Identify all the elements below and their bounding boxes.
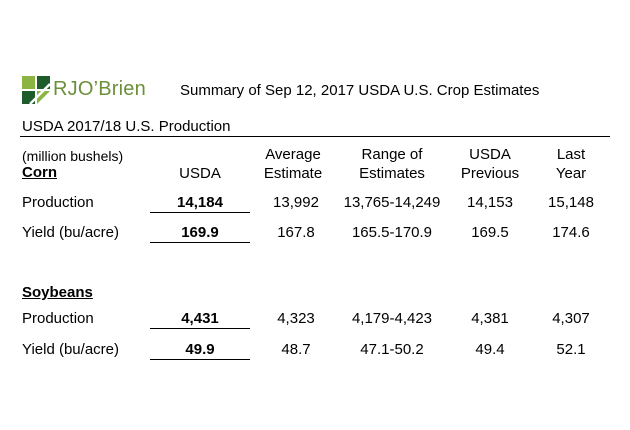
cell-previous: 4,381 [471, 310, 509, 327]
cell-range: 47.1-50.2 [360, 341, 424, 358]
col-header-previous: USDA Previous [460, 146, 520, 182]
cell-range: 165.5-170.9 [351, 224, 433, 241]
cell-usda: 14,184 [150, 194, 250, 213]
cell-previous: 169.5 [471, 224, 509, 241]
cell-average: 4,323 [277, 310, 315, 327]
section-heading: USDA 2017/18 U.S. Production [22, 118, 231, 135]
header-rule [20, 136, 610, 137]
company-logo-text: RJO’Brien [53, 78, 146, 100]
crop-name-soybeans: Soybeans [22, 284, 93, 301]
row-label: Yield (bu/acre) [22, 224, 119, 241]
cell-average: 167.8 [277, 224, 315, 241]
cell-range: 13,765-14,249 [343, 194, 441, 211]
cell-average: 48.7 [281, 341, 311, 358]
cell-range: 4,179-4,423 [351, 310, 433, 327]
col-header-range: Range of Estimates [359, 146, 425, 182]
cell-previous: 14,153 [467, 194, 513, 211]
crop-name-corn: Corn [22, 164, 57, 181]
row-label: Production [22, 194, 94, 211]
col-header-last-year: Last Year [555, 146, 587, 182]
cell-last-year: 4,307 [552, 310, 590, 327]
cell-previous: 49.4 [475, 341, 505, 358]
cell-usda: 49.9 [150, 341, 250, 360]
cell-average: 13,992 [273, 194, 319, 211]
company-logo-icon [22, 76, 50, 104]
cell-last-year: 174.6 [552, 224, 590, 241]
cell-usda: 169.9 [150, 224, 250, 243]
units-label: (million bushels) [22, 148, 124, 164]
cell-last-year: 15,148 [548, 194, 594, 211]
row-label: Yield (bu/acre) [22, 341, 119, 358]
cell-usda: 4,431 [150, 310, 250, 329]
page-title: Summary of Sep 12, 2017 USDA U.S. Crop E… [180, 82, 540, 99]
col-header-average: Average Estimate [263, 146, 323, 182]
col-header-usda: USDA [179, 165, 221, 182]
row-label: Production [22, 310, 94, 327]
cell-last-year: 52.1 [556, 341, 586, 358]
